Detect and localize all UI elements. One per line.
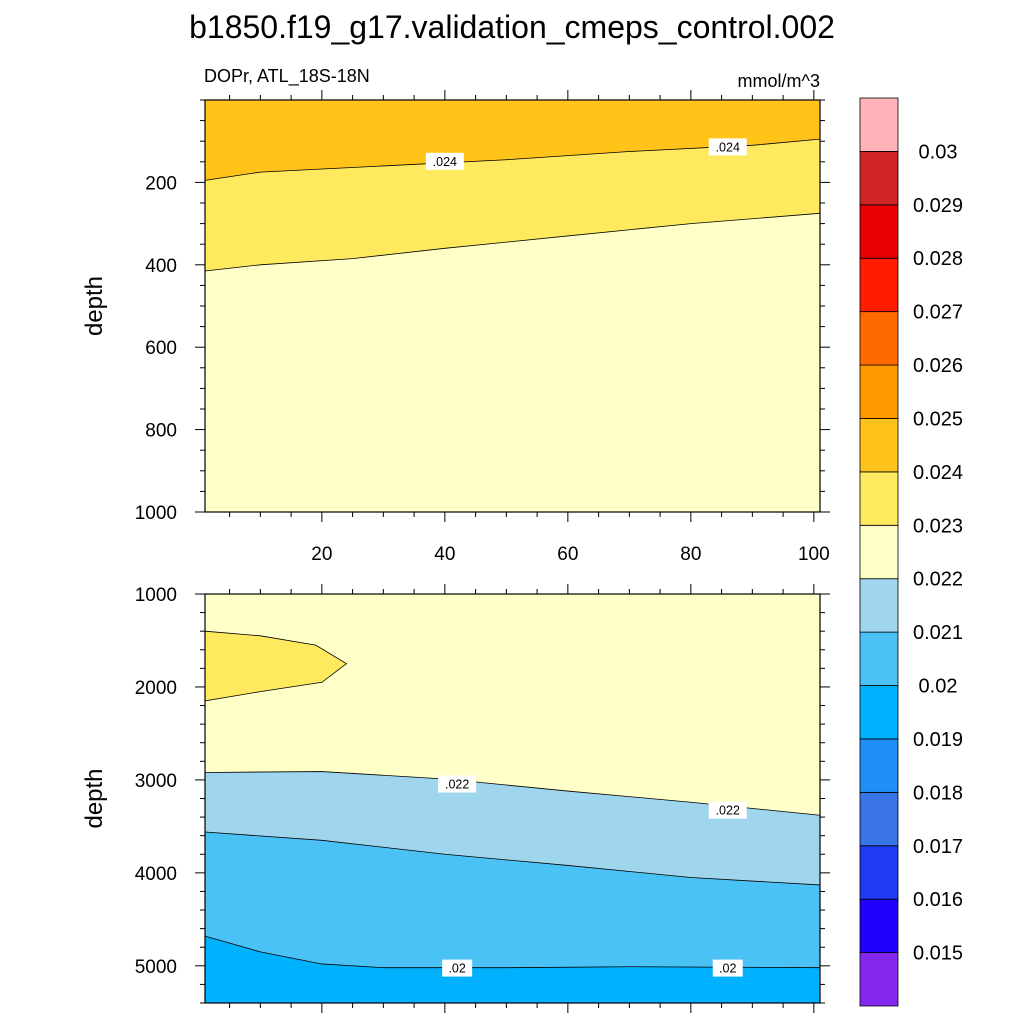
y-tick-label: 400 [145,256,177,277]
colorbar: 0.015 0.016 0.017 0.018 0.019 0.02 0.021 0.022 0… [859,97,963,1007]
colorbar-swatch [859,578,899,633]
colorbar-swatch [859,791,899,847]
colorbar-swatch [859,204,899,259]
contour-line [204,138,821,181]
contour-band-0.024-0.025 [205,100,820,181]
contour-label: .02 [448,962,465,976]
x-tick-label: 40 [434,544,455,565]
colorbar-tick-label: 0.02 [919,676,958,698]
colorbar-swatch [859,738,899,793]
contour-label: .024 [433,155,457,169]
colorbar-tick-label: 0.024 [913,462,963,484]
y-tick-label: 600 [145,338,177,359]
contour-label-bg [442,959,473,977]
panel-2: 1000 2000 3000 4000 5000 depth .022 .022 .02 .02 [81,584,830,1013]
y-tick-label: 5000 [135,957,177,978]
contour-band-0.023-0.024 [205,139,820,271]
panels: 20 40 60 80 1002004006008001000depth.024.024… [81,90,830,1013]
colorbar-swatch [859,524,899,580]
y-tick-label: 800 [145,421,177,442]
contour-band-0.020-0.021 [205,831,820,968]
contour-bubble-0.023-0.024 [204,630,348,702]
x-tick-label: 20 [311,544,332,565]
units-label: mmol/m^3 [738,71,820,91]
contour-line [204,831,821,886]
colorbar-tick-label: 0.023 [913,515,963,537]
contour-line [204,935,821,969]
colorbar-swatch [859,952,899,1007]
colorbar-tick-label: 0.025 [913,408,963,430]
colorbar-swatch [859,311,899,366]
y-tick-label: 2000 [135,678,177,699]
x-tick-label: 100 [798,544,830,565]
y-tick-label: 1000 [135,503,177,524]
colorbar-swatch [859,151,899,206]
contour-label-bg [708,138,747,156]
contour-label-bg [425,152,464,170]
x-tick-label: 60 [557,544,578,565]
colorbar-tick-label: 0.028 [913,248,963,270]
y-tick-label: 200 [145,173,177,194]
colorbar-swatch [859,418,899,473]
contour-label-bg [712,959,743,977]
y-tick-label: 3000 [135,771,177,792]
contour-label: .022 [445,778,469,792]
colorbar-tick-label: 0.021 [913,622,963,644]
colorbar-tick-label: 0.03 [919,141,958,163]
colorbar-tick-label: 0.017 [913,836,963,858]
contour-band-0.022-0.023 [205,213,820,513]
contour-label: .022 [716,804,740,818]
colorbar-swatch [859,685,899,740]
contour-label-bg [708,801,747,819]
contour-label-bg [438,775,477,793]
colorbar-swatch [859,631,899,686]
colorbar-swatch [859,471,899,526]
colorbar-tick-label: 0.027 [913,302,963,324]
colorbar-swatch [859,845,899,900]
contour-band-0.021-0.022 [205,771,820,885]
contour-line [204,212,821,272]
colorbar-tick-label: 0.016 [913,889,963,911]
y-tick-label: 1000 [135,585,177,606]
colorbar-tick-label: 0.022 [913,569,963,591]
colorbar-tick-label: 0.026 [913,355,963,377]
colorbar-swatch [859,97,899,152]
y-axis-label: depth [81,276,108,336]
panel-1: 20 40 60 80 100 200 400 600 800 1000 depth .024 .024 [81,90,830,565]
contour-label: .02 [719,962,736,976]
colorbar-tick-label: 0.018 [913,782,963,804]
colorbar-swatch [859,898,899,953]
contour-band-0.019-0.020 [205,936,820,1003]
y-tick-label: 4000 [135,864,177,885]
contour-label: .024 [716,140,740,154]
colorbar-swatch [859,364,899,419]
variable-label: DOPr, ATL_18S-18N [204,66,370,87]
colorbar-tick-label: 0.019 [913,729,963,751]
x-tick-label: 80 [680,544,701,565]
colorbar-swatch [859,257,899,313]
y-axis-label: depth [81,768,108,828]
contour-band-0.022-0.023 [205,594,820,816]
colorbar-tick-label: 0.015 [913,943,963,965]
colorbar-tick-label: 0.029 [913,195,963,217]
chart-title: b1850.f19_g17.validation_cmeps_control.0… [189,9,835,45]
